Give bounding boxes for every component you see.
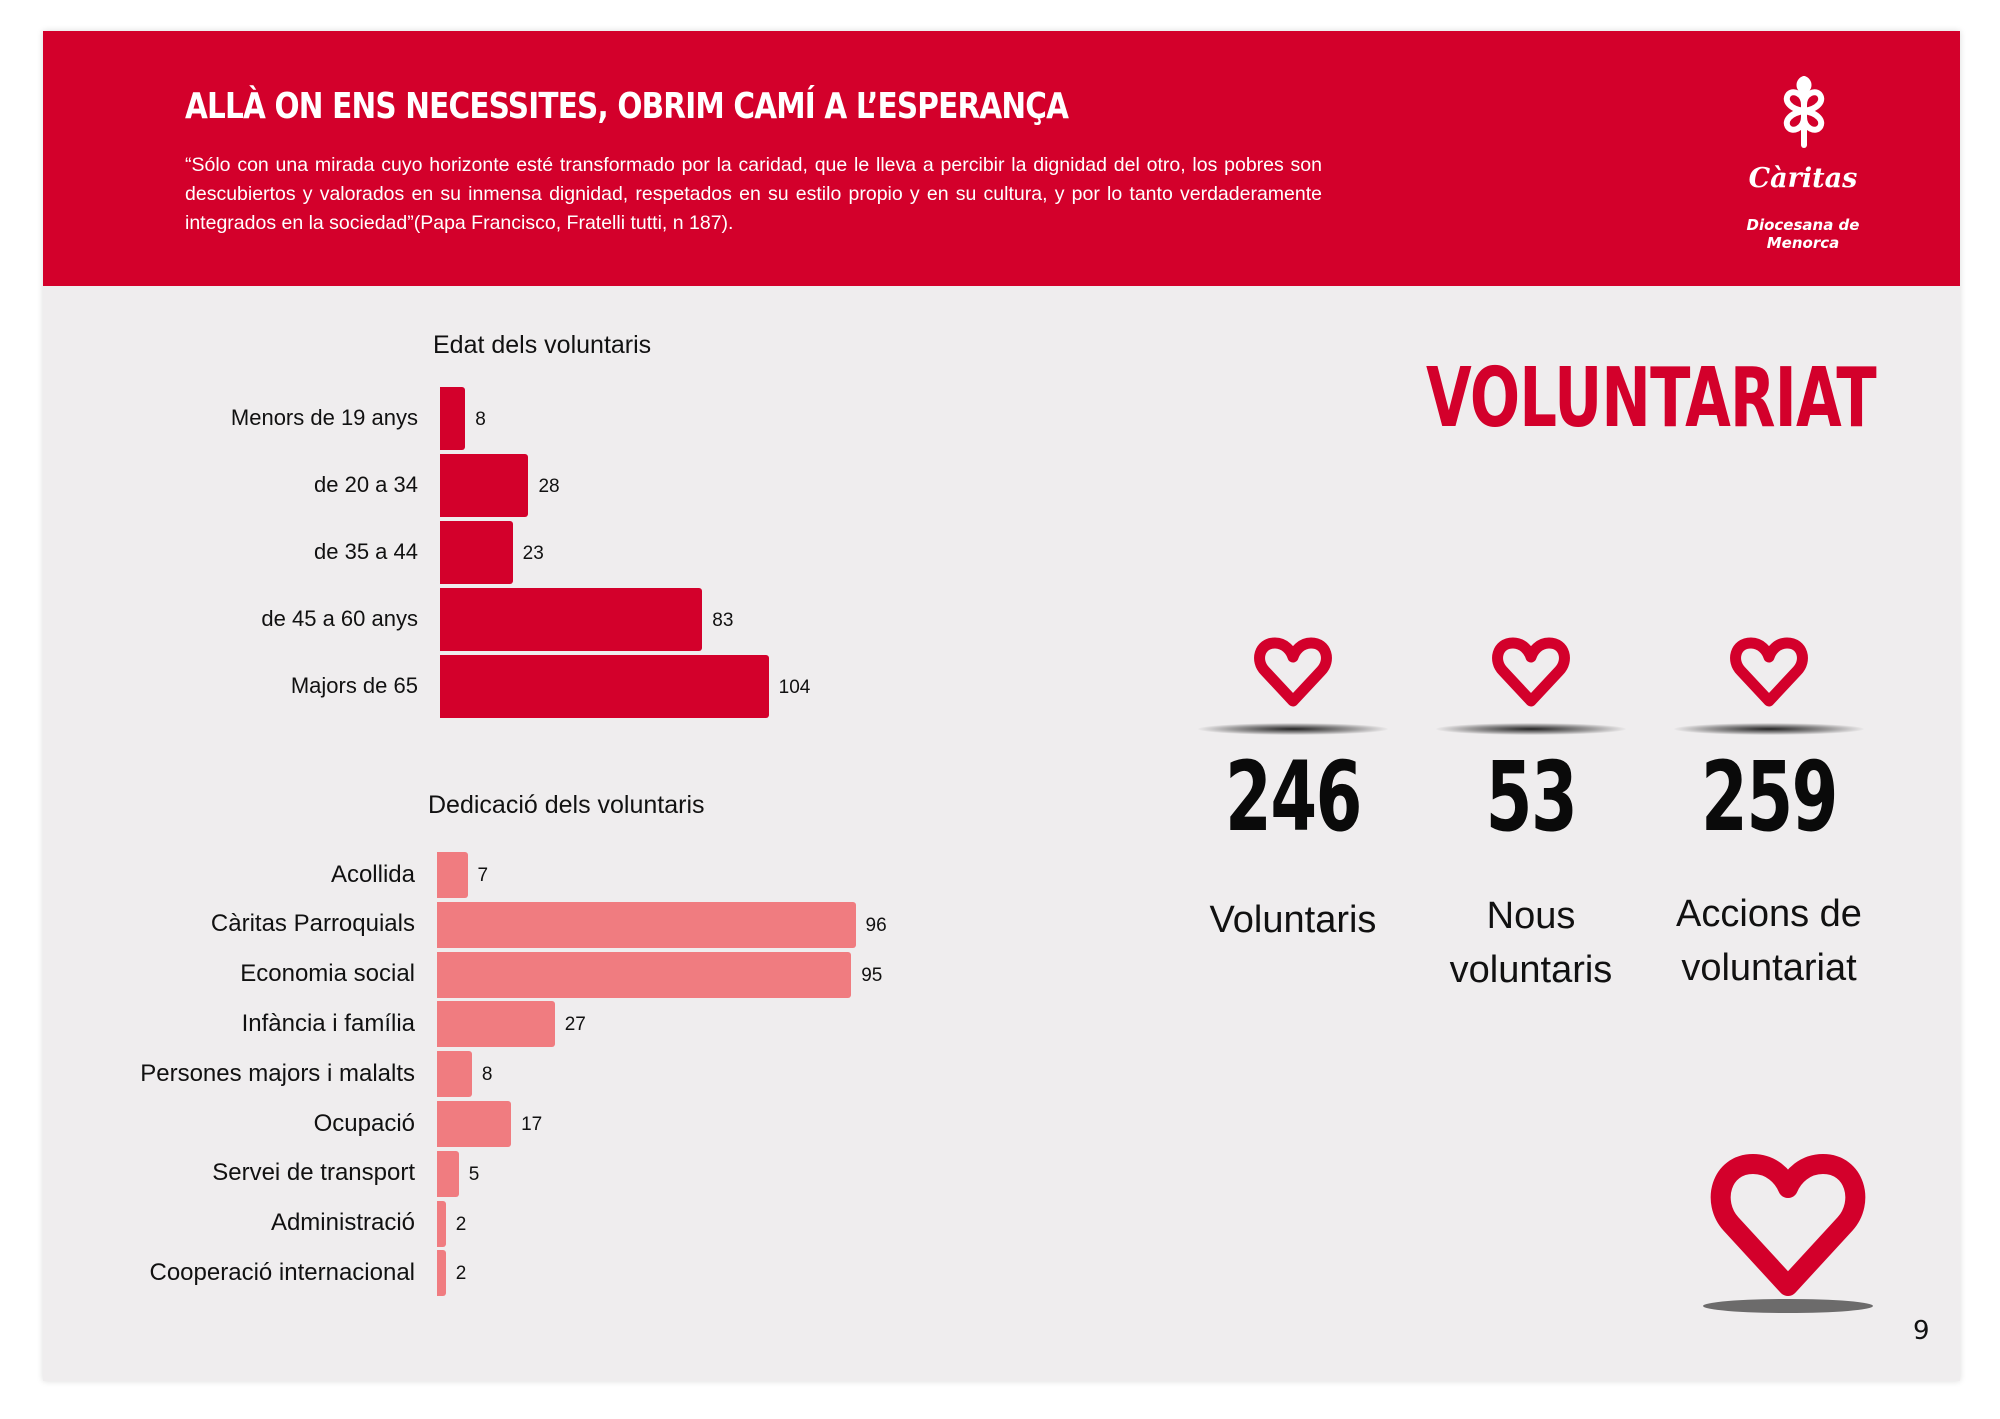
value-label: 83 <box>712 609 734 631</box>
category-label: Servei de transport <box>212 1159 415 1187</box>
value-label: 7 <box>477 865 489 886</box>
category-label: Acollida <box>330 860 415 888</box>
stat-value: 259 <box>1700 741 1838 853</box>
caritas-cross-icon <box>1783 76 1825 148</box>
value-label: 2 <box>455 1213 467 1235</box>
bar <box>440 521 513 584</box>
bar <box>437 1001 555 1048</box>
bar <box>437 1150 459 1197</box>
category-label: de 35 a 44 <box>314 539 418 565</box>
heart-icon <box>1254 637 1332 707</box>
category-label: Cooperació internacional <box>149 1259 416 1286</box>
stat-value: 53 <box>1485 741 1578 853</box>
page: ALLÀ ON ENS NECESSITES, OBRIM CAMÍ A L’E… <box>43 31 1960 1381</box>
value-label: 2 <box>455 1263 467 1285</box>
value-label: 27 <box>564 1014 586 1036</box>
value-label: 5 <box>468 1163 480 1185</box>
header-quote: “Sólo con una mirada cuyo horizonte esté… <box>185 154 1322 234</box>
category-label: Economia social <box>240 960 415 988</box>
value-label: 8 <box>475 408 486 430</box>
heart-shadow <box>1198 723 1388 735</box>
category-label: de 20 a 34 <box>314 472 418 498</box>
dedication-chart-title: Dedicació dels voluntaris <box>428 791 705 819</box>
stat-label-line-1: Voluntaris <box>1209 899 1377 941</box>
logo-subtitle-line-1: Diocesana de <box>1746 216 1860 234</box>
bar <box>437 901 856 948</box>
logo-name: Càritas <box>1748 163 1858 194</box>
heart-shadow <box>1674 723 1864 735</box>
bar <box>440 588 703 651</box>
heart-icon <box>1492 637 1570 707</box>
bar <box>437 951 852 998</box>
bar <box>440 454 529 517</box>
bar <box>437 1200 446 1247</box>
value-label: 17 <box>521 1114 543 1135</box>
header-banner: ALLÀ ON ENS NECESSITES, OBRIM CAMÍ A L’E… <box>43 31 1960 286</box>
stat-label-line-1: Nous <box>1486 895 1576 937</box>
category-label: Càritas Parroquials <box>210 910 415 938</box>
page-number: 9 <box>1913 1316 1930 1346</box>
stat-label-line-2: voluntariat <box>1681 947 1857 989</box>
value-label: 104 <box>778 676 811 698</box>
caritas-logo: Càritas Diocesana de Menorca <box>1723 71 1883 252</box>
section-title: VOLUNTARIAT <box>1426 351 1877 446</box>
bar <box>437 852 468 898</box>
bar <box>440 655 769 718</box>
bar <box>437 1051 472 1098</box>
heart-icon <box>1730 637 1808 707</box>
heart-shadow <box>1436 723 1626 735</box>
value-label: 95 <box>861 964 883 986</box>
value-label: 28 <box>538 475 560 497</box>
category-label: Majors de 65 <box>290 673 418 699</box>
bar <box>440 387 466 450</box>
bar <box>437 1101 512 1147</box>
category-label: Ocupació <box>313 1109 415 1137</box>
header-title: ALLÀ ON ENS NECESSITES, OBRIM CAMÍ A L’E… <box>185 86 1069 127</box>
category-label: de 45 a 60 anys <box>261 606 418 632</box>
category-label: Menors de 19 anys <box>230 405 418 431</box>
category-label: Administració <box>270 1209 415 1237</box>
category-label: Persones majors i malalts <box>140 1059 415 1087</box>
category-label: Infància i família <box>241 1010 415 1037</box>
stat-label-line-1: Accions de <box>1676 893 1862 935</box>
logo-subtitle: Diocesana de Menorca <box>1723 216 1883 252</box>
value-label: 8 <box>481 1064 493 1086</box>
bar <box>437 1250 446 1297</box>
value-label: 23 <box>522 542 544 564</box>
logo-subtitle-line-2: Menorca <box>1766 234 1840 252</box>
large-heart-icon <box>1703 1154 1873 1313</box>
stat-label-line-2: voluntaris <box>1449 949 1613 991</box>
age-chart-title: Edat dels voluntaris <box>433 331 652 359</box>
value-label: 96 <box>865 914 887 936</box>
stat-value: 246 <box>1224 741 1362 853</box>
